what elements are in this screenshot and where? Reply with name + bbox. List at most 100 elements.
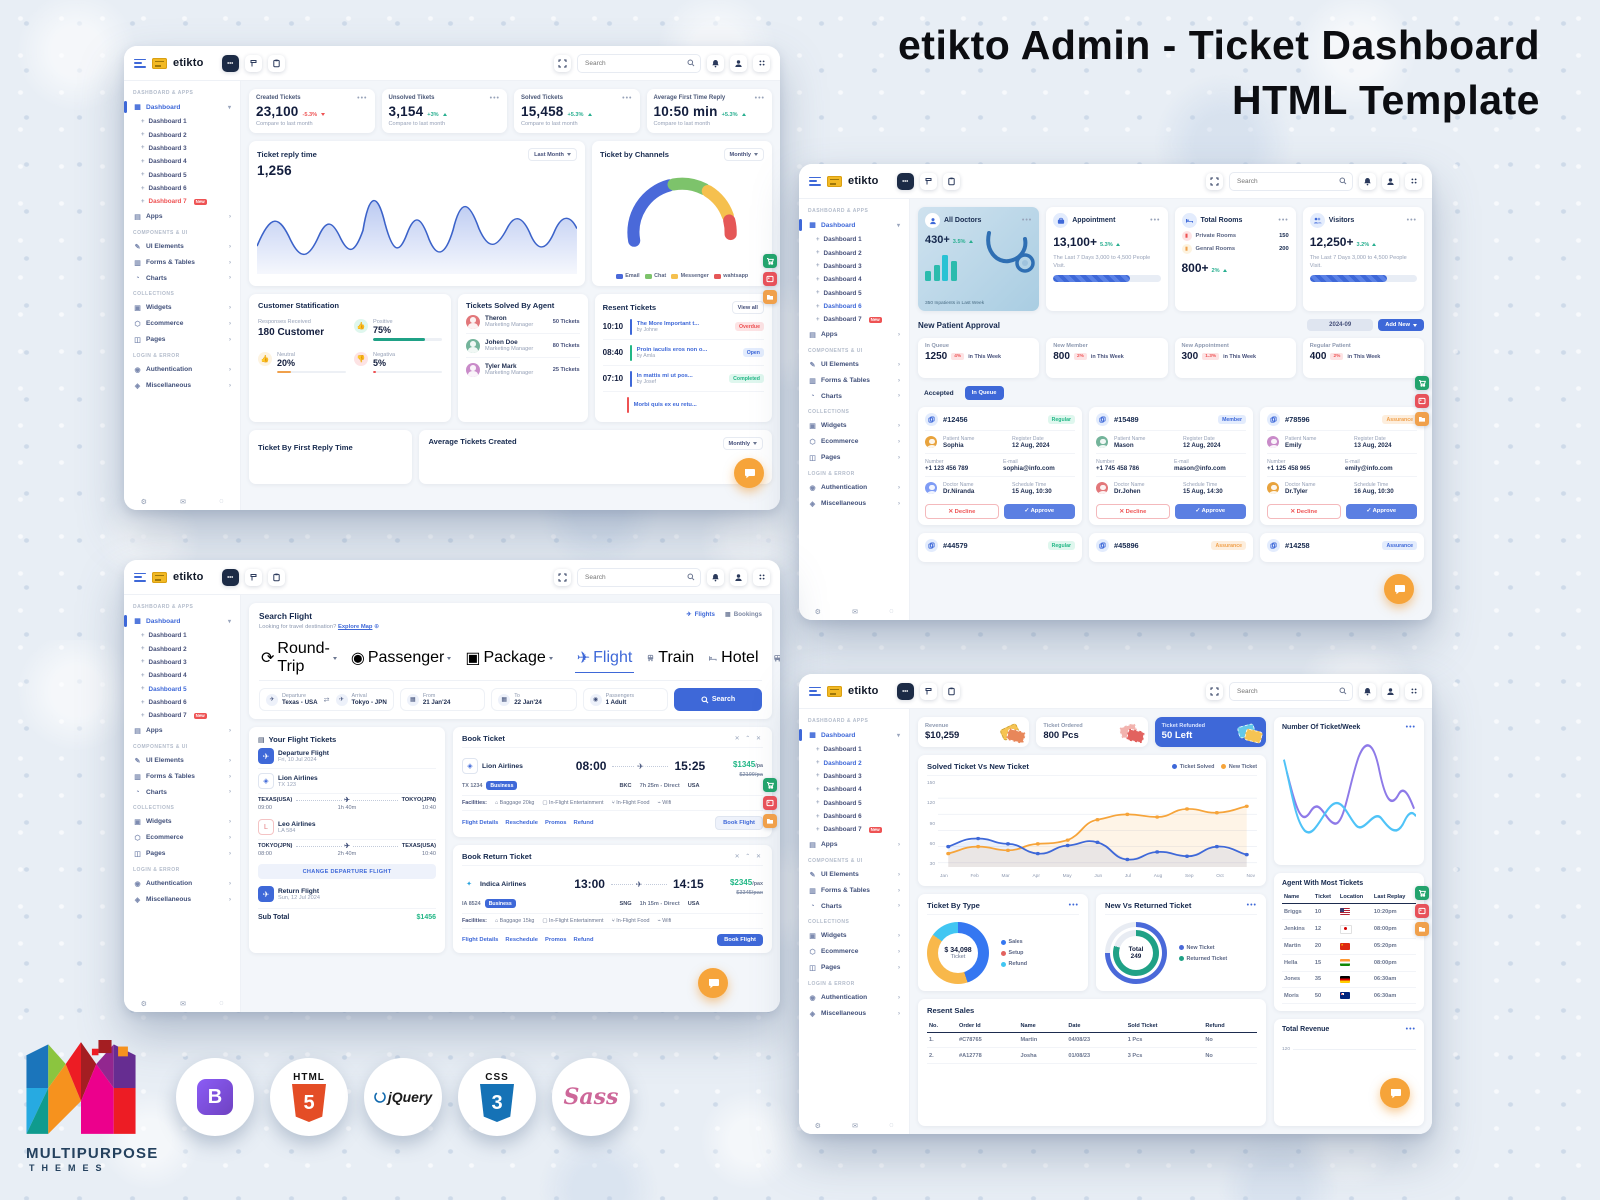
status-dot-icon[interactable]: ◌ <box>219 498 224 505</box>
sidebar-item-charts[interactable]: ◔ Charts › <box>799 389 909 404</box>
fullscreen-icon[interactable] <box>554 568 571 586</box>
sidebar-item-dashboard-1[interactable]: + Dashboard 1 <box>141 118 187 126</box>
notifications-bell-icon[interactable] <box>707 54 724 72</box>
search-input[interactable] <box>583 58 683 68</box>
sidebar-item-dashboard-3[interactable]: + Dashboard 3 <box>816 772 862 780</box>
tab-flight[interactable]: ✈ Flight <box>574 644 635 673</box>
ticket-row[interactable]: 10:10 The More Important t... by Johne Ov… <box>602 314 764 340</box>
sidebar-item-miscellaneous[interactable]: ◈ Miscellaneous › <box>809 1010 900 1018</box>
promos-link[interactable]: Promos <box>544 820 567 826</box>
book-flight-button[interactable]: Book Flight <box>715 816 763 830</box>
reschedule-link[interactable]: Reschedule <box>505 820 538 826</box>
user-profile-icon[interactable] <box>1382 682 1399 700</box>
sidebar-item-dashboard-5[interactable]: + Dashboard 5 <box>816 289 862 297</box>
hamburger-menu-icon[interactable] <box>134 58 146 68</box>
clipboard-icon[interactable] <box>267 54 285 72</box>
sidebar-item-dashboard-4[interactable]: + Dashboard 4 <box>141 672 187 680</box>
sidebar-item-ui-elements[interactable]: ✎ UI Elements › <box>134 757 231 765</box>
side-action-docs-button[interactable] <box>763 814 777 828</box>
sidebar-item-dashboard-1[interactable]: + Dashboard 1 <box>816 236 862 244</box>
sidebar-item-dashboard-1[interactable]: + Dashboard 1 <box>141 632 187 640</box>
sidebar-item-dashboard-3[interactable]: + Dashboard 3 <box>141 658 187 666</box>
sidebar-item-charts[interactable]: ◔ Charts › <box>124 785 240 800</box>
window-controls[interactable]: ✕ ⌃ ✕ <box>734 736 763 742</box>
more-options-icon[interactable]: ••• <box>754 94 765 102</box>
sidebar-item-authentication[interactable]: ◉ Authentication › <box>134 366 231 374</box>
promos-link[interactable]: Promos <box>544 937 567 943</box>
sidebar-item-dashboard-5[interactable]: + Dashboard 5 <box>816 799 862 807</box>
more-options-icon[interactable]: ••• <box>1278 217 1289 224</box>
apps-grid-icon[interactable] <box>753 54 770 72</box>
sidebar-item-apps[interactable]: ▤ Apps › <box>134 213 231 221</box>
badge-icon[interactable] <box>221 568 239 586</box>
table-row[interactable]: Moris 50 06:30am <box>1282 987 1416 1005</box>
side-action-docs-button[interactable] <box>1415 412 1429 426</box>
signpost-icon[interactable] <box>244 568 262 586</box>
status-dot-icon[interactable]: ◌ <box>219 1000 224 1007</box>
sidebar-item-pages[interactable]: ◫ Pages › <box>134 336 231 344</box>
agent-row[interactable]: Johen Doe Marketing Manager 80 Tickets <box>466 334 580 358</box>
chat-floating-button[interactable] <box>734 458 764 488</box>
passengers-field[interactable]: ◉ Passengers 1 Adult <box>582 688 668 711</box>
sidebar-item-dashboard-5[interactable]: + Dashboard 5 <box>141 171 187 179</box>
more-options-icon[interactable]: ••• <box>1246 902 1257 909</box>
sidebar-item-authentication[interactable]: ◉ Authentication › <box>809 484 900 492</box>
more-options-icon[interactable]: ••• <box>1068 902 1079 909</box>
sidebar-item-pages[interactable]: ◫ Pages › <box>134 850 231 858</box>
more-options-icon[interactable]: ••• <box>622 94 633 102</box>
airline-row[interactable]: ◈ Lion Airlines TX 123 <box>258 769 436 794</box>
reschedule-link[interactable]: Reschedule <box>505 937 538 943</box>
table-row[interactable]: 2. #A12778 Josha 01/08/23 3 Pcs No <box>927 1047 1257 1064</box>
side-action-buy-button[interactable] <box>763 778 777 792</box>
status-dot-icon[interactable]: ◌ <box>889 1122 894 1129</box>
sidebar-item-forms-tables[interactable]: ▥ Forms & Tables › <box>134 773 231 781</box>
date-field[interactable]: 2024-09 <box>1307 319 1374 331</box>
side-action-theme-button[interactable] <box>763 272 777 286</box>
badge-icon[interactable] <box>896 682 914 700</box>
sidebar-item-pages[interactable]: ◫ Pages › <box>809 964 900 972</box>
sidebar-item-widgets[interactable]: ▣ Widgets › <box>809 932 900 940</box>
decline-button[interactable]: ✕ Decline <box>925 504 999 519</box>
range-select[interactable]: Monthly <box>723 148 764 161</box>
sidebar-item-dashboard-2[interactable]: + Dashboard 2 <box>816 249 862 257</box>
table-row[interactable]: Jones 35 06:30am <box>1282 971 1416 988</box>
side-action-buy-button[interactable] <box>1415 376 1429 390</box>
change-departure-flight-button[interactable]: CHANGE DEPARTURE FLIGHT <box>258 864 436 879</box>
notifications-bell-icon[interactable] <box>1359 172 1376 190</box>
more-options-icon[interactable]: ••• <box>357 94 368 102</box>
sidebar-item-apps[interactable]: ▤ Apps › <box>809 331 900 339</box>
sidebar-item-dashboard-2[interactable]: + Dashboard 2 <box>141 645 187 653</box>
sidebar-item-ui-elements[interactable]: ✎ UI Elements › <box>809 871 900 879</box>
chat-floating-button[interactable] <box>1380 1078 1410 1108</box>
clipboard-icon[interactable] <box>267 568 285 586</box>
mail-icon[interactable]: ✉ <box>180 1001 186 1008</box>
approve-button[interactable]: ✓ Approve <box>1003 504 1075 519</box>
explore-map-link[interactable]: Explore Map <box>337 624 373 630</box>
sidebar-item-dashboard-4[interactable]: + Dashboard 4 <box>816 786 862 794</box>
decline-button[interactable]: ✕ Decline <box>1267 504 1341 519</box>
sidebar-item-widgets[interactable]: ▣ Widgets › <box>134 818 231 826</box>
search-box[interactable] <box>1229 171 1353 191</box>
sidebar-item-ui-elements[interactable]: ✎ UI Elements › <box>134 243 231 251</box>
sidebar-item-dashboard-3[interactable]: + Dashboard 3 <box>141 144 187 152</box>
sidebar-item-dashboard-7[interactable]: + Dashboard 7 New <box>816 316 882 324</box>
ticket-row[interactable]: 07:10 In mattis mi ut pos... by Josef Com… <box>602 366 764 392</box>
notifications-bell-icon[interactable] <box>707 568 724 586</box>
gear-icon[interactable]: ⚙ <box>140 499 147 506</box>
departure-field[interactable]: ✈ Departure Texas - USA ⇄ ✈ Arrival Tokyo … <box>259 688 394 711</box>
search-input[interactable] <box>1235 686 1335 696</box>
range-select[interactable]: Last Month <box>528 148 577 161</box>
ticket-row[interactable]: Morbi quis ex eu retu... <box>603 392 764 417</box>
sidebar-item-pages[interactable]: ◫ Pages › <box>809 454 900 462</box>
sidebar-item-dashboard-4[interactable]: + Dashboard 4 <box>816 276 862 284</box>
sidebar-item-miscellaneous[interactable]: ◈ Miscellaneous › <box>134 382 231 390</box>
badge-icon[interactable] <box>896 172 914 190</box>
sidebar-item-dashboard[interactable]: ▦ Dashboard ▾ <box>124 613 240 629</box>
sidebar-item-forms-tables[interactable]: ▥ Forms & Tables › <box>134 259 231 267</box>
sidebar-item-charts[interactable]: ◔ Charts › <box>799 899 909 914</box>
hamburger-menu-icon[interactable] <box>809 176 821 186</box>
round-trip-select[interactable]: ⟳ Round-Trip <box>259 636 339 680</box>
user-profile-icon[interactable] <box>1382 172 1399 190</box>
table-row[interactable]: Jenkins 12 08:00pm <box>1282 919 1416 939</box>
apps-grid-icon[interactable] <box>753 568 770 586</box>
